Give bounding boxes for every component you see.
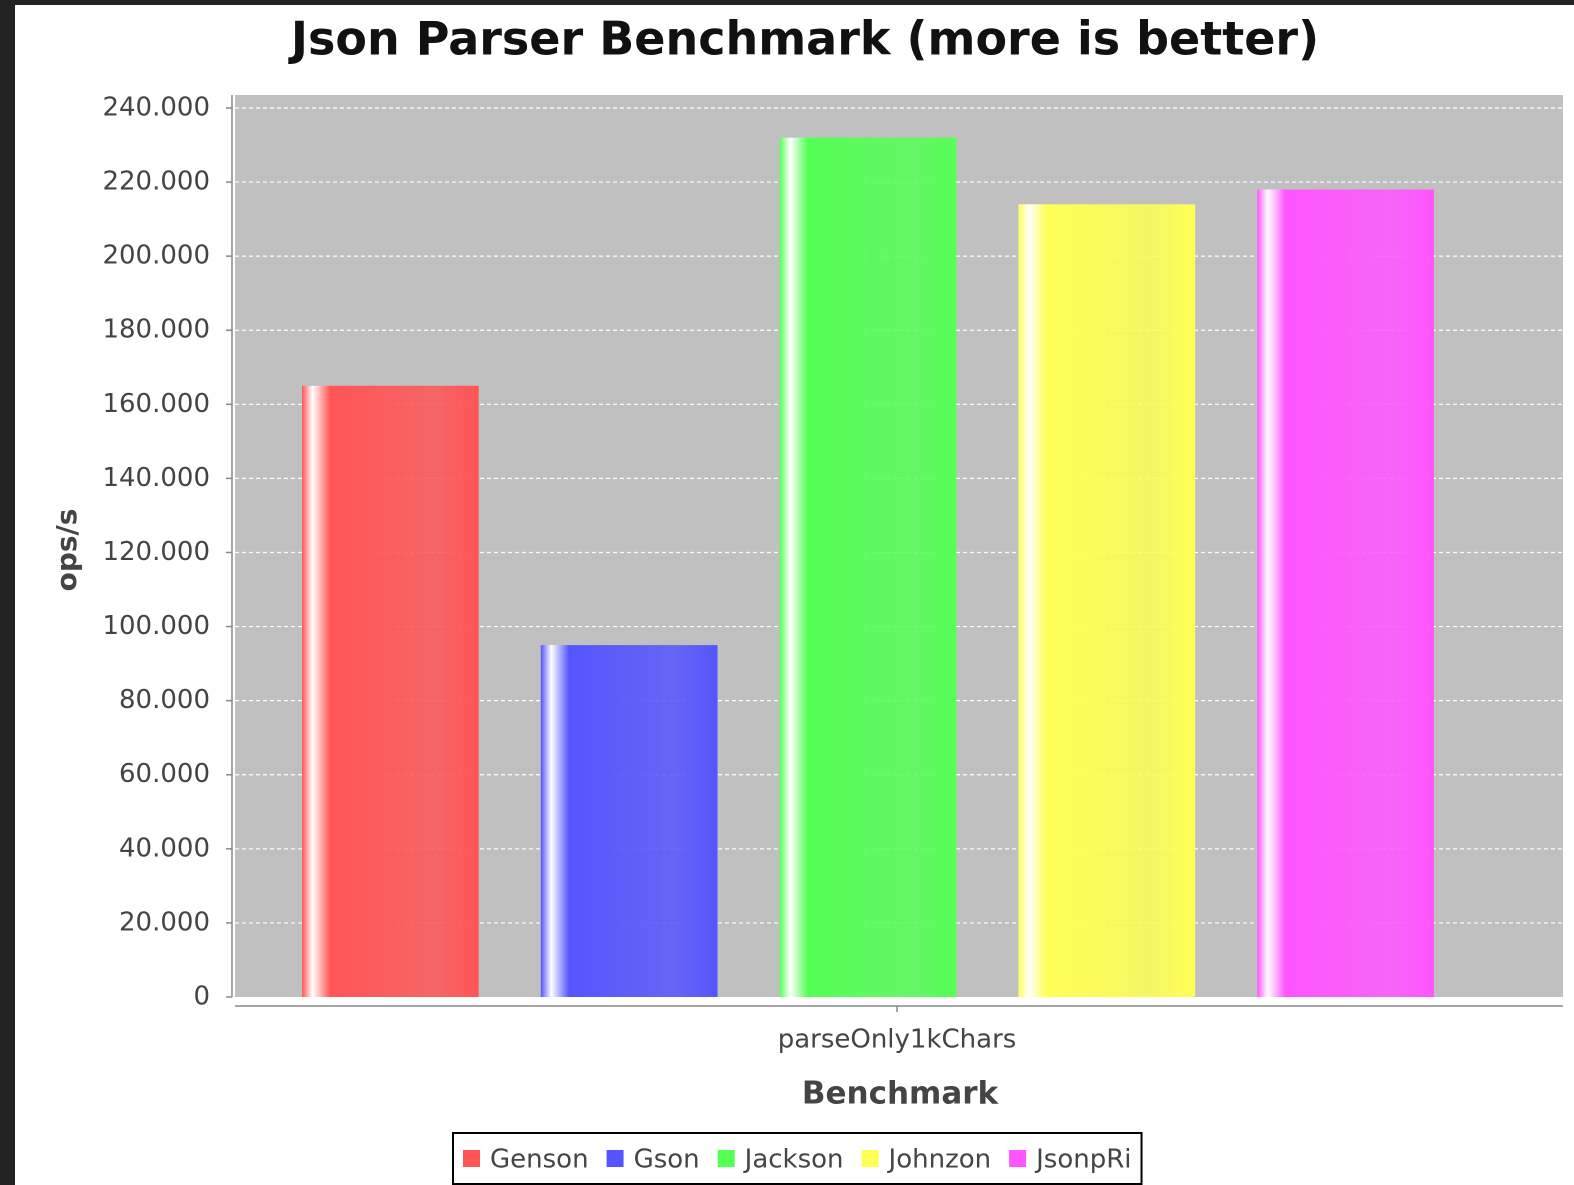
legend-label: Genson bbox=[490, 1145, 589, 1175]
bar bbox=[1257, 189, 1434, 997]
bar bbox=[540, 645, 718, 997]
legend-label: Gson bbox=[634, 1145, 700, 1175]
y-tick-label: 100.000 bbox=[102, 611, 210, 641]
x-axis-label: Benchmark bbox=[802, 1076, 1000, 1112]
y-axis-label: ops/s bbox=[50, 509, 83, 592]
y-tick-label: 240.000 bbox=[102, 92, 210, 122]
legend-label: JsonpRi bbox=[1034, 1145, 1131, 1175]
y-tick-label: 60.000 bbox=[119, 759, 210, 789]
legend-swatch bbox=[606, 1150, 624, 1167]
legend-box bbox=[452, 1132, 1143, 1185]
legend-swatch bbox=[861, 1150, 879, 1167]
bar bbox=[302, 385, 479, 997]
x-tick-label: parseOnly1kChars bbox=[778, 1025, 1017, 1055]
chart-title: Json Parser Benchmark (more is better) bbox=[288, 12, 1319, 66]
legend-swatch bbox=[1009, 1150, 1027, 1167]
y-tick-label: 0 bbox=[193, 982, 210, 1012]
y-tick-label: 120.000 bbox=[102, 537, 210, 567]
y-tick-label: 180.000 bbox=[102, 315, 210, 345]
y-tick-label: 140.000 bbox=[102, 463, 210, 493]
legend-swatch bbox=[717, 1150, 735, 1167]
legend-swatch bbox=[463, 1150, 480, 1167]
y-tick-label: 40.000 bbox=[119, 833, 210, 863]
y-tick-label: 160.000 bbox=[102, 389, 210, 419]
y-tick-label: 200.000 bbox=[102, 241, 210, 271]
y-tick-label: 220.000 bbox=[102, 167, 210, 197]
bar bbox=[1018, 204, 1196, 997]
legend-label: Johnzon bbox=[887, 1145, 992, 1175]
y-tick-label: 80.000 bbox=[119, 685, 210, 715]
legend-label: Jackson bbox=[743, 1145, 844, 1175]
y-tick-label: 20.000 bbox=[119, 907, 210, 937]
bar bbox=[779, 137, 957, 997]
